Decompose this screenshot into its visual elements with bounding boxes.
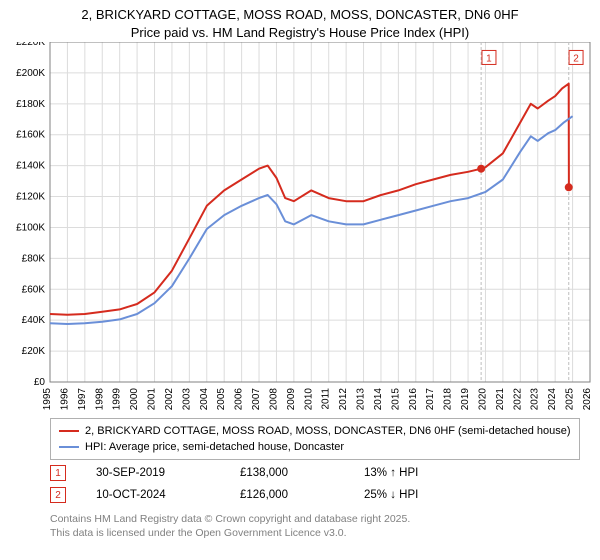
svg-text:2014: 2014 — [373, 388, 384, 411]
svg-text:£60K: £60K — [22, 284, 46, 295]
svg-text:2004: 2004 — [199, 388, 210, 411]
legend-row-1: HPI: Average price, semi-detached house,… — [59, 439, 571, 455]
svg-text:£100K: £100K — [16, 222, 45, 233]
legend-row-0: 2, BRICKYARD COTTAGE, MOSS ROAD, MOSS, D… — [59, 423, 571, 439]
svg-text:2003: 2003 — [181, 388, 192, 411]
chart-svg: £0 £20K £40K £60K £80K £100K £120K £140K £160K £1… — [0, 42, 600, 412]
svg-text:£140K: £140K — [16, 161, 45, 172]
svg-text:£180K: £180K — [16, 99, 45, 110]
svg-text:£0: £0 — [34, 377, 46, 388]
sale-date-0: 30-SEP-2019 — [96, 467, 236, 479]
svg-text:2018: 2018 — [443, 388, 454, 411]
title-line-1: 2, BRICKYARD COTTAGE, MOSS ROAD, MOSS, D… — [10, 6, 590, 24]
svg-text:£80K: £80K — [22, 253, 46, 264]
svg-text:2020: 2020 — [477, 388, 488, 411]
footer-line-2: This data is licensed under the Open Gov… — [50, 526, 410, 540]
svg-text:£160K: £160K — [16, 130, 45, 141]
svg-text:2017: 2017 — [425, 388, 436, 411]
svg-text:£40K: £40K — [22, 315, 46, 326]
svg-text:£20K: £20K — [22, 346, 46, 357]
svg-text:2013: 2013 — [356, 388, 367, 411]
chart-container: 2, BRICKYARD COTTAGE, MOSS ROAD, MOSS, D… — [0, 0, 600, 560]
chart: £0 £20K £40K £60K £80K £100K £120K £140K £160K £1… — [0, 42, 600, 412]
sale-delta-0: 13% ↑ HPI — [364, 467, 484, 479]
sale-rows: 1 30-SEP-2019 £138,000 13% ↑ HPI 2 10-OC… — [50, 462, 580, 506]
legend-swatch-1 — [59, 446, 79, 448]
svg-text:2000: 2000 — [129, 388, 140, 411]
svg-text:£220K: £220K — [16, 42, 45, 48]
footer: Contains HM Land Registry data © Crown c… — [50, 512, 410, 540]
svg-text:2010: 2010 — [303, 388, 314, 411]
title-line-2: Price paid vs. HM Land Registry's House … — [10, 24, 590, 42]
svg-text:2012: 2012 — [338, 388, 349, 411]
svg-text:2025: 2025 — [565, 388, 576, 411]
svg-text:2005: 2005 — [216, 388, 227, 411]
svg-text:£120K: £120K — [16, 192, 45, 203]
svg-text:2024: 2024 — [547, 388, 558, 411]
svg-text:2022: 2022 — [512, 388, 523, 411]
svg-text:2009: 2009 — [286, 388, 297, 411]
svg-text:1995: 1995 — [42, 388, 53, 411]
svg-text:1997: 1997 — [77, 388, 88, 411]
sale-marker-2: 2 — [50, 487, 66, 503]
svg-text:2007: 2007 — [251, 388, 262, 411]
svg-text:2019: 2019 — [460, 388, 471, 411]
svg-text:2016: 2016 — [408, 388, 419, 411]
sale-price-0: £138,000 — [240, 467, 360, 479]
svg-text:2: 2 — [573, 53, 579, 64]
svg-text:1: 1 — [486, 53, 492, 64]
svg-text:2011: 2011 — [321, 388, 332, 410]
sale-price-1: £126,000 — [240, 489, 360, 501]
svg-text:1998: 1998 — [94, 388, 105, 411]
sale-row-1: 2 10-OCT-2024 £126,000 25% ↓ HPI — [50, 484, 580, 506]
svg-text:2001: 2001 — [147, 388, 158, 411]
sale-delta-1: 25% ↓ HPI — [364, 489, 484, 501]
svg-text:2021: 2021 — [495, 388, 506, 411]
title-block: 2, BRICKYARD COTTAGE, MOSS ROAD, MOSS, D… — [0, 0, 600, 43]
svg-text:2006: 2006 — [234, 388, 245, 411]
svg-text:2023: 2023 — [530, 388, 541, 411]
svg-text:2008: 2008 — [268, 388, 279, 411]
sale-marker-1: 1 — [50, 465, 66, 481]
svg-text:2002: 2002 — [164, 388, 175, 411]
svg-text:2015: 2015 — [390, 388, 401, 411]
svg-text:1996: 1996 — [59, 388, 70, 411]
sale-row-0: 1 30-SEP-2019 £138,000 13% ↑ HPI — [50, 462, 580, 484]
svg-text:2026: 2026 — [582, 388, 593, 411]
footer-line-1: Contains HM Land Registry data © Crown c… — [50, 512, 410, 526]
sale-date-1: 10-OCT-2024 — [96, 489, 236, 501]
legend-label-0: 2, BRICKYARD COTTAGE, MOSS ROAD, MOSS, D… — [85, 425, 571, 437]
svg-text:1999: 1999 — [112, 388, 123, 411]
legend-label-1: HPI: Average price, semi-detached house,… — [85, 441, 344, 453]
svg-text:£200K: £200K — [16, 68, 45, 79]
legend: 2, BRICKYARD COTTAGE, MOSS ROAD, MOSS, D… — [50, 418, 580, 460]
legend-swatch-0 — [59, 430, 79, 432]
